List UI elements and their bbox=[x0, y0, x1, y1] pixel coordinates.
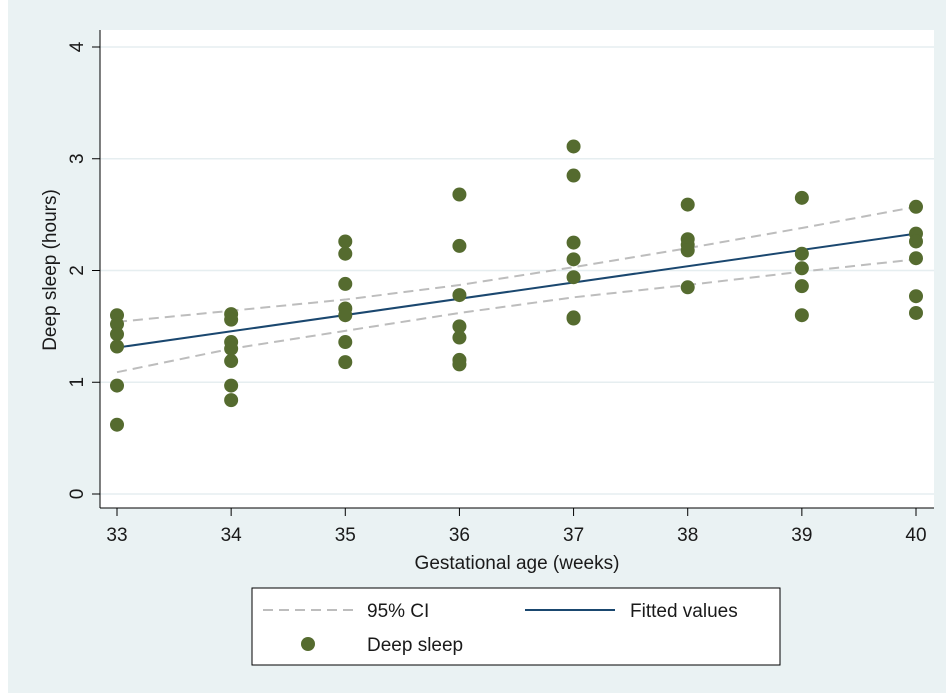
data-point-5 bbox=[110, 417, 124, 432]
data-point-49 bbox=[909, 305, 923, 320]
data-point-47 bbox=[909, 251, 923, 266]
data-point-33 bbox=[566, 311, 581, 326]
y-axis: 0 1 2 3 4 bbox=[67, 30, 101, 508]
data-point-11 bbox=[224, 378, 239, 393]
data-point-7 bbox=[224, 312, 239, 327]
data-point-27 bbox=[566, 139, 581, 154]
y-tick-label-2: 2 bbox=[67, 265, 88, 276]
fitted-values-line bbox=[116, 232, 917, 349]
data-point-28 bbox=[566, 168, 581, 183]
y-tick-label-1: 1 bbox=[67, 377, 88, 388]
data-point-46 bbox=[909, 234, 923, 249]
data-point-4 bbox=[110, 378, 124, 393]
data-point-41 bbox=[794, 261, 809, 276]
data-point-34 bbox=[680, 197, 695, 212]
legend: 95% CI Fitted values Deep sleep bbox=[251, 587, 781, 666]
data-point-12 bbox=[224, 393, 239, 408]
x-tick-label-39: 39 bbox=[791, 525, 812, 546]
data-point-9 bbox=[224, 341, 239, 356]
data-point-37 bbox=[680, 243, 695, 258]
gridlines bbox=[100, 46, 934, 495]
data-point-2 bbox=[110, 327, 124, 342]
legend-ci-label: 95% CI bbox=[367, 601, 429, 622]
data-point-38 bbox=[680, 280, 695, 295]
white-margin-left bbox=[0, 0, 8, 693]
data-point-13 bbox=[338, 234, 353, 249]
data-point-31 bbox=[566, 270, 581, 285]
data-point-42 bbox=[794, 279, 809, 294]
data-point-19 bbox=[338, 355, 353, 370]
legend-box bbox=[251, 587, 781, 666]
data-point-43 bbox=[794, 308, 809, 323]
x-tick-label-33: 33 bbox=[106, 525, 127, 546]
x-axis-label: Gestational age (weeks) bbox=[415, 553, 620, 574]
data-point-3 bbox=[110, 339, 124, 354]
x-tick-label-35: 35 bbox=[335, 525, 356, 546]
ci-upper-line bbox=[116, 205, 917, 323]
data-point-1 bbox=[110, 317, 124, 332]
legend-fitted-label: Fitted values bbox=[630, 601, 738, 622]
data-point-24 bbox=[452, 330, 467, 345]
legend-points-swatch bbox=[301, 637, 315, 651]
data-point-20 bbox=[452, 187, 467, 202]
data-point-29 bbox=[566, 235, 581, 250]
x-tick-label-38: 38 bbox=[677, 525, 698, 546]
x-tick-label-40: 40 bbox=[905, 525, 926, 546]
data-point-21 bbox=[452, 238, 467, 253]
data-point-18 bbox=[338, 335, 353, 350]
data-point-17 bbox=[338, 308, 353, 323]
ci-lines bbox=[116, 205, 917, 374]
data-point-48 bbox=[909, 289, 923, 304]
x-tick-label-37: 37 bbox=[563, 525, 584, 546]
y-axis-label: Deep sleep (hours) bbox=[40, 189, 61, 351]
x-tick-label-34: 34 bbox=[221, 525, 243, 546]
scatter-points bbox=[110, 139, 923, 432]
legend-points-label: Deep sleep bbox=[367, 635, 463, 656]
y-tick-label-4: 4 bbox=[67, 41, 88, 52]
data-point-30 bbox=[566, 252, 581, 267]
x-tick-label-36: 36 bbox=[449, 525, 470, 546]
data-point-23 bbox=[452, 319, 467, 334]
y-tick-label-3: 3 bbox=[67, 153, 88, 164]
ci-lower-line bbox=[116, 258, 917, 374]
data-point-40 bbox=[794, 246, 809, 261]
data-point-39 bbox=[794, 190, 809, 205]
data-point-44 bbox=[909, 199, 923, 214]
y-tick-label-0: 0 bbox=[67, 489, 88, 500]
data-point-26 bbox=[452, 357, 467, 372]
plot-area bbox=[100, 30, 934, 508]
data-point-10 bbox=[224, 354, 239, 369]
data-point-15 bbox=[338, 276, 353, 291]
data-point-14 bbox=[338, 246, 353, 261]
fitted-line bbox=[116, 232, 917, 349]
x-axis: 33 34 35 36 37 38 39 40 bbox=[100, 507, 934, 546]
data-point-22 bbox=[452, 288, 467, 303]
